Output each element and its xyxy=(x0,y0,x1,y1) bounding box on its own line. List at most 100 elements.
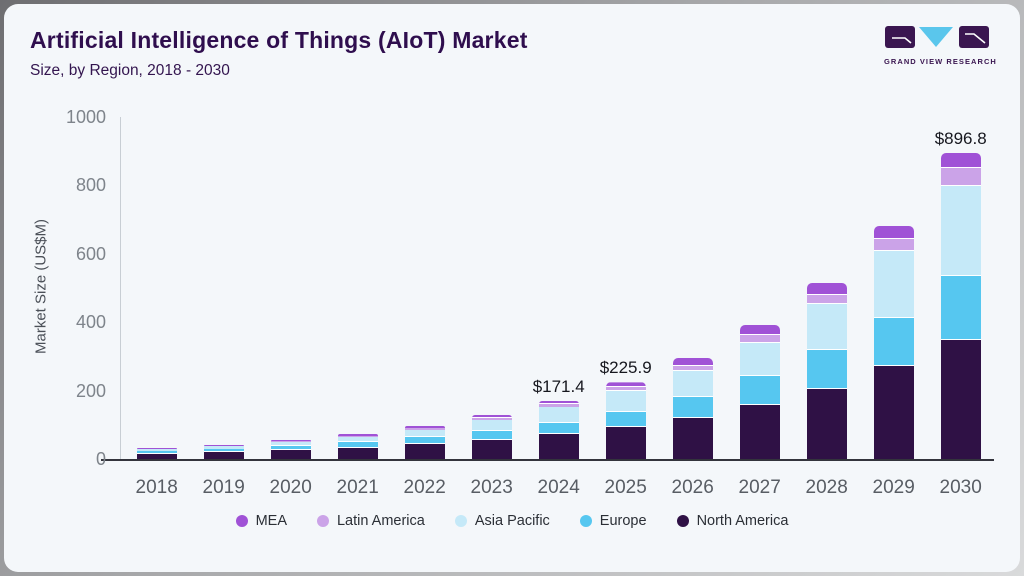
bar-segment-latin-america xyxy=(538,404,579,407)
bar-segment-latin-america xyxy=(337,435,378,437)
bar-2020 xyxy=(270,440,311,460)
bar-2029 xyxy=(873,226,914,460)
bar-segment-latin-america xyxy=(404,427,445,430)
legend-dot-icon xyxy=(676,515,689,527)
bar-segment-asia-pacific xyxy=(538,406,579,423)
x-tick-label-2028: 2028 xyxy=(805,477,848,498)
bar-segment-europe xyxy=(404,436,445,445)
bar-segment-north-america xyxy=(873,366,914,460)
x-tick-label-2021: 2021 xyxy=(336,477,379,498)
x-tick-label-2025: 2025 xyxy=(604,477,647,498)
legend-dot-icon xyxy=(579,515,592,527)
bar-segment-asia-pacific xyxy=(404,429,445,437)
bar-segment-north-america xyxy=(203,452,244,460)
bar-segment-asia-pacific xyxy=(203,446,244,449)
bar-segment-latin-america xyxy=(672,365,713,372)
bar-segment-europe xyxy=(471,430,512,440)
bar-2027 xyxy=(739,325,780,460)
y-axis-title: Market Size (US$M) xyxy=(32,218,50,355)
bar-segment-north-america xyxy=(672,417,713,460)
bar-segment-europe xyxy=(203,448,244,453)
bar-segment-europe xyxy=(806,350,847,389)
bar-segment-mea xyxy=(136,448,177,449)
bar-segment-europe xyxy=(136,451,177,454)
x-axis-line xyxy=(101,459,994,461)
bar-segment-latin-america xyxy=(940,168,981,186)
y-tick-label: 200 xyxy=(75,380,106,401)
legend-item-mea: MEA xyxy=(235,513,287,529)
bar-segment-asia-pacific xyxy=(270,442,311,446)
legend-label: North America xyxy=(696,513,789,529)
bar-2022 xyxy=(404,425,445,460)
bar-segment-latin-america xyxy=(270,441,311,443)
bar-segment-asia-pacific xyxy=(806,304,847,351)
x-tick-label-2023: 2023 xyxy=(470,477,513,498)
gvr-logo-icon xyxy=(885,26,989,48)
bar-segment-north-america xyxy=(337,447,378,460)
legend-dot-icon xyxy=(454,515,467,527)
logo-v-icon xyxy=(919,27,953,47)
bar-2019 xyxy=(203,444,244,460)
bar-segment-mea xyxy=(739,325,780,336)
bar-segment-asia-pacific xyxy=(471,419,512,431)
bar-segment-mea xyxy=(672,357,713,366)
y-tick-label: 600 xyxy=(75,243,106,264)
bar-segment-europe xyxy=(605,411,646,428)
bar-segment-europe xyxy=(873,317,914,367)
bar-segment-mea xyxy=(337,433,378,436)
bar-segment-latin-america xyxy=(739,335,780,343)
legend-dot-icon xyxy=(316,515,329,527)
bar-segment-asia-pacific xyxy=(940,185,981,276)
bar-segment-north-america xyxy=(538,433,579,460)
infographic-card: Artificial Intelligence of Things (AIoT)… xyxy=(4,4,1020,572)
y-tick-label: 400 xyxy=(75,312,106,333)
x-tick-label-2030: 2030 xyxy=(939,477,982,498)
legend-label: Europe xyxy=(599,513,647,529)
bar-segment-latin-america xyxy=(873,239,914,252)
bar-segment-mea xyxy=(806,282,847,295)
bar-segment-latin-america xyxy=(203,445,244,447)
bar-segment-mea xyxy=(270,440,311,442)
legend-item-asia-pacific: Asia Pacific xyxy=(454,513,550,529)
y-tick-label: 1000 xyxy=(65,107,106,127)
bar-2025 xyxy=(605,382,646,460)
bar-segment-mea xyxy=(538,400,579,405)
logo-r-icon xyxy=(959,26,989,48)
bar-segment-mea xyxy=(605,382,646,388)
x-tick-label-2029: 2029 xyxy=(872,477,915,498)
bar-segment-europe xyxy=(337,441,378,448)
bar-segment-north-america xyxy=(940,339,981,460)
bar-segment-mea xyxy=(203,444,244,446)
bar-segment-europe xyxy=(940,275,981,340)
x-tick-label-2026: 2026 xyxy=(671,477,714,498)
y-axis-line xyxy=(120,117,121,460)
bar-segment-north-america xyxy=(739,404,780,460)
grand-view-research-logo: GRAND VIEW RESEARCH xyxy=(884,26,997,66)
legend-item-europe: Europe xyxy=(579,513,647,529)
x-tick-label-2020: 2020 xyxy=(269,477,312,498)
bar-segment-north-america xyxy=(471,439,512,460)
y-tick-label: 0 xyxy=(95,449,106,469)
x-tick-label-2018: 2018 xyxy=(135,477,178,498)
page-title: Artificial Intelligence of Things (AIoT)… xyxy=(30,27,528,53)
bar-segment-mea xyxy=(471,415,512,418)
bar-segment-north-america xyxy=(806,388,847,460)
bar-segment-europe xyxy=(739,376,780,405)
bar-2023 xyxy=(471,415,512,460)
legend: MEA Latin America Asia Pacific Europe North … xyxy=(4,513,1020,529)
bar-segment-asia-pacific xyxy=(672,371,713,397)
logo-wordmark: GRAND VIEW RESEARCH xyxy=(884,57,997,66)
bar-segment-north-america xyxy=(136,454,177,460)
value-label-2025: $225.9 xyxy=(599,358,652,378)
bar-segment-europe xyxy=(672,396,713,418)
bar-segment-europe xyxy=(538,422,579,434)
bar-segment-asia-pacific xyxy=(873,251,914,318)
bar-segment-asia-pacific xyxy=(337,436,378,442)
legend-item-latin-america: Latin America xyxy=(316,513,425,529)
legend-item-north-america: North America xyxy=(676,513,789,529)
bar-segment-mea xyxy=(404,425,445,428)
value-label-2030: $896.8 xyxy=(934,128,987,148)
bar-2028 xyxy=(806,282,847,460)
bar-segment-asia-pacific xyxy=(739,342,780,377)
value-label-2024: $171.4 xyxy=(532,376,585,396)
